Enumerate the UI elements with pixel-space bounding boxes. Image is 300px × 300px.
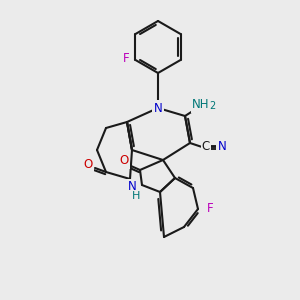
- Text: F: F: [207, 202, 213, 215]
- Text: N: N: [128, 181, 136, 194]
- Text: NH: NH: [192, 98, 210, 112]
- Text: 2: 2: [209, 101, 215, 111]
- Text: C: C: [202, 140, 210, 154]
- Text: N: N: [218, 140, 226, 154]
- Text: H: H: [132, 191, 140, 201]
- Text: F: F: [123, 52, 130, 65]
- Text: N: N: [154, 101, 162, 115]
- Text: O: O: [119, 154, 129, 167]
- Text: O: O: [83, 158, 93, 170]
